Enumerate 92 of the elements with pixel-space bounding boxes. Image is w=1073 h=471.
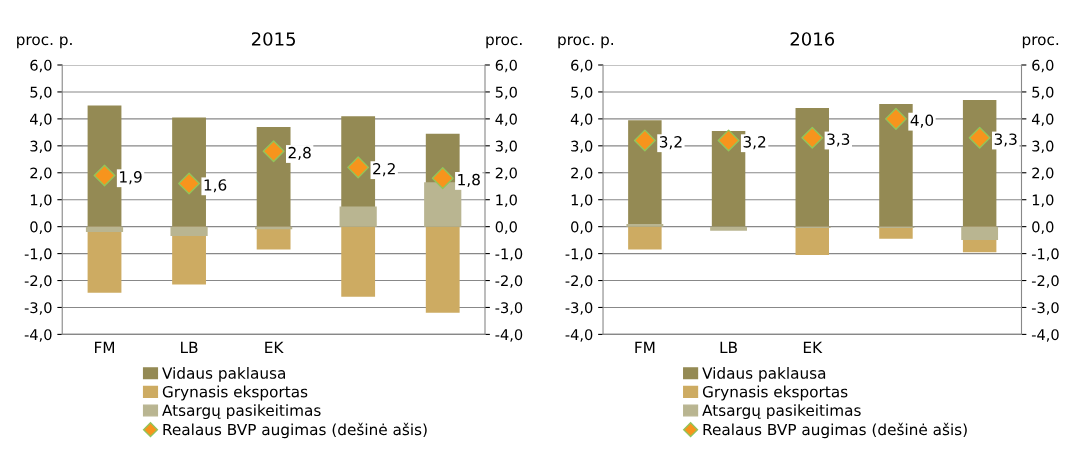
y-tick-label: 5,0 xyxy=(30,86,52,100)
data-label: 3,2 xyxy=(659,136,682,150)
y2-tick-label: 5,0 xyxy=(495,86,517,100)
y-tick-label: 0,0 xyxy=(571,221,593,234)
data-label: 3,2 xyxy=(743,136,766,150)
point xyxy=(884,107,907,130)
legend-label: Vidaus paklausa xyxy=(162,367,285,382)
legend-label: Grynasis eksportas xyxy=(162,385,308,401)
y2-tick-label: 1,0 xyxy=(1032,194,1054,207)
point xyxy=(801,126,824,149)
y-tick-label: 4,0 xyxy=(570,113,593,127)
point xyxy=(633,129,656,152)
chart-title: 2015 xyxy=(251,32,296,46)
y2-tick-label: -1,0 xyxy=(495,248,523,261)
bar xyxy=(170,226,208,237)
y2-tick-label: 6,0 xyxy=(1032,59,1054,73)
y2-tick-label: 3,0 xyxy=(495,140,517,154)
y2-tick-label: -2,0 xyxy=(1031,275,1059,288)
legend-label: Grynasis eksportas xyxy=(702,385,848,401)
y-tick-label: 3,0 xyxy=(571,140,593,154)
point xyxy=(347,156,370,179)
legend-label: Atsargų pasikeitimas xyxy=(162,404,321,420)
bar xyxy=(795,108,829,227)
data-label: 2,2 xyxy=(373,163,395,177)
data-label: 3,3 xyxy=(827,133,850,147)
bar xyxy=(628,226,662,250)
chart-title: 2016 xyxy=(790,32,835,46)
x-tick-label: FM xyxy=(95,341,114,353)
y-tick-label: 4,0 xyxy=(30,113,52,127)
point xyxy=(717,129,740,152)
y2-tick-label: 6,0 xyxy=(495,59,517,73)
y2-tick-label: -4,0 xyxy=(1031,329,1059,342)
bar xyxy=(256,226,291,250)
bar xyxy=(795,226,829,255)
legend-label: Realaus BVP augimas (dešinė ašis) xyxy=(703,422,967,439)
y-tick-label: 3,0 xyxy=(30,140,52,154)
y2-tick-label: 2,0 xyxy=(495,167,517,180)
point xyxy=(262,140,285,163)
data-label: 1,8 xyxy=(458,173,480,187)
data-label: 4,0 xyxy=(910,114,934,128)
y-tick-label: 2,0 xyxy=(571,167,593,180)
point xyxy=(178,172,201,195)
y-tick-label: 1,0 xyxy=(571,194,593,207)
y2-axis-title: proc. xyxy=(486,36,522,49)
y2-tick-label: -3,0 xyxy=(1031,302,1059,315)
legend-label: Atsargų pasikeitimas xyxy=(702,404,861,420)
y2-tick-label: -1,0 xyxy=(1031,248,1059,261)
x-tick-label: EK xyxy=(803,341,823,353)
y2-tick-label: -2,0 xyxy=(495,275,523,288)
y2-tick-label: 2,0 xyxy=(1032,167,1054,180)
x-tick-label: LB xyxy=(181,341,198,353)
y2-axis-title: proc. xyxy=(1022,36,1059,49)
y-axis-title: proc. p. xyxy=(17,36,72,49)
x-tick-label: EK xyxy=(265,341,284,353)
y-tick-label: -4,0 xyxy=(565,329,593,342)
y-tick-label: -2,0 xyxy=(565,275,593,288)
y-tick-label: -3,0 xyxy=(24,302,52,315)
legend-label: Vidaus paklausa xyxy=(702,367,826,382)
y2-tick-label: 5,0 xyxy=(1032,86,1054,100)
point xyxy=(93,164,116,187)
y-tick-label: -2,0 xyxy=(24,275,52,288)
y2-tick-label: 3,0 xyxy=(1032,140,1054,154)
x-tick-label: FM xyxy=(635,341,655,353)
y-tick-label: 6,0 xyxy=(30,59,52,73)
y2-tick-label: 0,0 xyxy=(1032,221,1054,234)
y-axis-title: proc. p. xyxy=(558,36,613,49)
data-label: 1,6 xyxy=(204,179,227,193)
y-tick-label: -4,0 xyxy=(24,329,52,342)
y2-tick-label: 0,0 xyxy=(495,221,517,234)
bar xyxy=(339,206,377,227)
y-tick-label: -3,0 xyxy=(565,302,593,315)
y-tick-label: -1,0 xyxy=(565,248,593,261)
bar xyxy=(85,226,124,233)
bar xyxy=(879,226,913,239)
data-label: 2,8 xyxy=(288,146,311,160)
y-tick-label: 5,0 xyxy=(571,86,593,100)
y-tick-label: 2,0 xyxy=(30,167,52,180)
point xyxy=(431,167,454,190)
y-tick-label: 0,0 xyxy=(30,221,52,234)
data-label: 1,9 xyxy=(120,171,142,185)
y2-tick-label: 4,0 xyxy=(1031,113,1054,127)
x-tick-label: LB xyxy=(720,341,737,353)
legend-label: Realaus BVP augimas (dešinė ašis) xyxy=(163,422,427,439)
y2-tick-label: 4,0 xyxy=(495,113,517,127)
y-tick-label: -1,0 xyxy=(24,248,52,261)
point xyxy=(968,126,991,149)
y2-tick-label: -3,0 xyxy=(495,302,523,315)
y2-tick-label: 1,0 xyxy=(496,194,517,207)
y-tick-label: 6,0 xyxy=(571,59,593,73)
data-label: 3,3 xyxy=(994,133,1017,147)
y-tick-label: 1,0 xyxy=(30,194,52,207)
y2-tick-label: -4,0 xyxy=(495,329,523,342)
